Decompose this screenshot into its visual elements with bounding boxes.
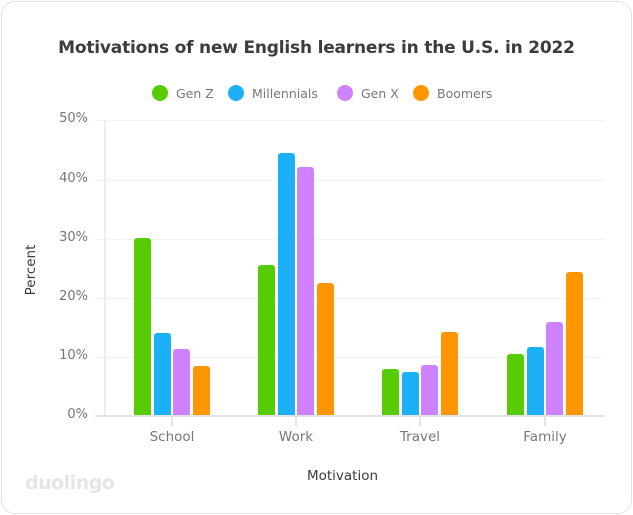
legend-item-millennials: Millennials	[228, 84, 318, 102]
gridline	[95, 120, 605, 121]
gridline	[95, 298, 605, 299]
bar-work-gen-z	[258, 265, 275, 416]
legend: Gen Z Millennials Gen X Boomers	[0, 84, 633, 102]
bar-family-millennials	[527, 346, 544, 416]
bar-work-millennials	[278, 152, 295, 416]
x-tick	[295, 417, 297, 426]
bar-family-gen-x	[546, 322, 563, 416]
y-axis-line	[104, 120, 106, 417]
bar-work-gen-x	[297, 167, 314, 416]
y-tick-label: 40%	[59, 171, 88, 186]
bar-school-gen-z	[134, 238, 151, 416]
x-tick	[419, 417, 421, 426]
gridline	[95, 239, 605, 240]
x-tick	[171, 417, 173, 426]
y-tick-label: 10%	[59, 348, 88, 363]
legend-label: Gen Z	[176, 85, 214, 101]
bar-school-gen-x	[173, 349, 190, 416]
legend-swatch-icon	[228, 85, 244, 101]
legend-swatch-icon	[413, 85, 429, 101]
bar-family-gen-z	[507, 353, 524, 416]
duolingo-logo: duolingo	[25, 472, 115, 494]
x-axis-line	[95, 415, 605, 417]
x-tick-label-school: School	[149, 429, 195, 445]
legend-item-boomers: Boomers	[413, 84, 492, 102]
bar-work-boomers	[317, 282, 334, 416]
bar-travel-boomers	[441, 331, 458, 416]
bar-travel-gen-z	[382, 368, 399, 416]
x-tick	[544, 417, 546, 426]
bar-travel-millennials	[402, 371, 419, 416]
x-tick-label-work: Work	[278, 429, 314, 445]
legend-item-gen-x: Gen X	[337, 84, 399, 102]
legend-swatch-icon	[152, 85, 168, 101]
y-axis-title: Percent	[23, 244, 39, 296]
y-tick-label: 20%	[59, 289, 88, 304]
x-tick-label-travel: Travel	[399, 429, 441, 445]
x-axis-title: Motivation	[306, 468, 379, 484]
bar-family-boomers	[566, 271, 583, 416]
y-tick-label: 50%	[59, 111, 88, 126]
legend-swatch-icon	[337, 85, 353, 101]
gridline	[95, 180, 605, 181]
chart-title: Motivations of new English learners in t…	[58, 38, 575, 58]
y-tick-label: 30%	[59, 230, 88, 245]
legend-label: Millennials	[252, 85, 318, 101]
gridline	[95, 357, 605, 358]
bar-school-boomers	[193, 366, 210, 416]
x-tick-label-family: Family	[523, 429, 567, 445]
legend-label: Boomers	[437, 85, 493, 101]
y-tick-label: 0%	[67, 407, 88, 422]
bar-school-millennials	[154, 333, 171, 416]
legend-label: Gen X	[361, 85, 399, 101]
legend-item-gen-z: Gen Z	[152, 84, 214, 102]
bar-travel-gen-x	[421, 365, 438, 416]
